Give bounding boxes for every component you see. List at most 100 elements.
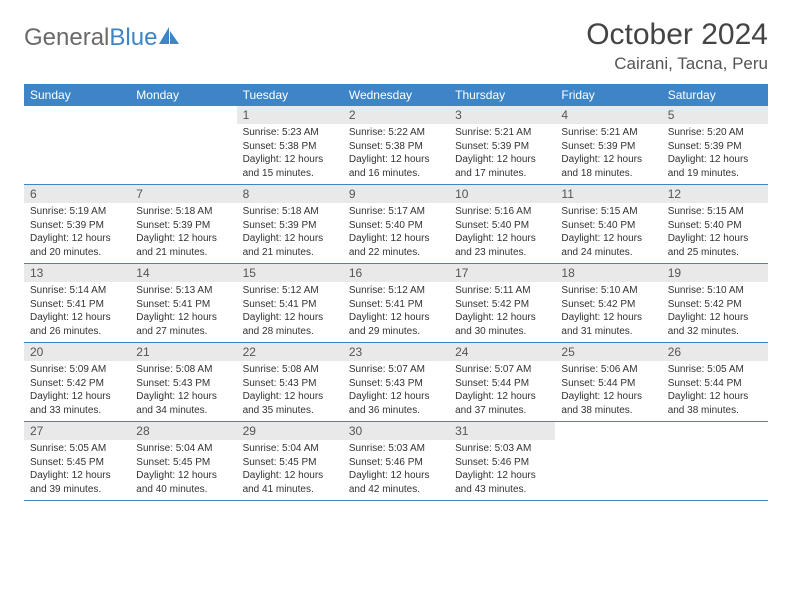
day-details: Sunrise: 5:04 AMSunset: 5:45 PMDaylight:… xyxy=(237,440,343,500)
day-details: Sunrise: 5:13 AMSunset: 5:41 PMDaylight:… xyxy=(130,282,236,342)
calendar-cell: 31Sunrise: 5:03 AMSunset: 5:46 PMDayligh… xyxy=(449,422,555,501)
weekday-header-row: SundayMondayTuesdayWednesdayThursdayFrid… xyxy=(24,84,768,106)
calendar-cell: 26Sunrise: 5:05 AMSunset: 5:44 PMDayligh… xyxy=(662,343,768,422)
calendar-cell: 6Sunrise: 5:19 AMSunset: 5:39 PMDaylight… xyxy=(24,185,130,264)
day-details: Sunrise: 5:03 AMSunset: 5:46 PMDaylight:… xyxy=(449,440,555,500)
day-details: Sunrise: 5:05 AMSunset: 5:45 PMDaylight:… xyxy=(24,440,130,500)
day-details: Sunrise: 5:07 AMSunset: 5:44 PMDaylight:… xyxy=(449,361,555,421)
title-block: October 2024 Cairani, Tacna, Peru xyxy=(586,18,768,74)
day-details: Sunrise: 5:10 AMSunset: 5:42 PMDaylight:… xyxy=(555,282,661,342)
day-details: Sunrise: 5:10 AMSunset: 5:42 PMDaylight:… xyxy=(662,282,768,342)
calendar-week-row: 1Sunrise: 5:23 AMSunset: 5:38 PMDaylight… xyxy=(24,106,768,185)
day-details: Sunrise: 5:23 AMSunset: 5:38 PMDaylight:… xyxy=(237,124,343,184)
calendar-week-row: 13Sunrise: 5:14 AMSunset: 5:41 PMDayligh… xyxy=(24,264,768,343)
day-number: 21 xyxy=(130,343,236,361)
calendar-cell: 4Sunrise: 5:21 AMSunset: 5:39 PMDaylight… xyxy=(555,106,661,185)
calendar-cell xyxy=(24,106,130,185)
day-details: Sunrise: 5:15 AMSunset: 5:40 PMDaylight:… xyxy=(662,203,768,263)
calendar-cell: 25Sunrise: 5:06 AMSunset: 5:44 PMDayligh… xyxy=(555,343,661,422)
calendar-cell: 24Sunrise: 5:07 AMSunset: 5:44 PMDayligh… xyxy=(449,343,555,422)
day-number: 3 xyxy=(449,106,555,124)
day-number: 24 xyxy=(449,343,555,361)
day-number: 29 xyxy=(237,422,343,440)
day-details: Sunrise: 5:16 AMSunset: 5:40 PMDaylight:… xyxy=(449,203,555,263)
day-details: Sunrise: 5:15 AMSunset: 5:40 PMDaylight:… xyxy=(555,203,661,263)
day-number: 11 xyxy=(555,185,661,203)
calendar-page: GeneralBlue October 2024 Cairani, Tacna,… xyxy=(0,0,792,519)
calendar-cell: 14Sunrise: 5:13 AMSunset: 5:41 PMDayligh… xyxy=(130,264,236,343)
day-details: Sunrise: 5:08 AMSunset: 5:43 PMDaylight:… xyxy=(237,361,343,421)
calendar-cell: 1Sunrise: 5:23 AMSunset: 5:38 PMDaylight… xyxy=(237,106,343,185)
month-title: October 2024 xyxy=(586,18,768,52)
day-number: 13 xyxy=(24,264,130,282)
calendar-cell: 15Sunrise: 5:12 AMSunset: 5:41 PMDayligh… xyxy=(237,264,343,343)
day-number: 30 xyxy=(343,422,449,440)
sail-icon xyxy=(159,24,181,52)
day-details: Sunrise: 5:04 AMSunset: 5:45 PMDaylight:… xyxy=(130,440,236,500)
day-details: Sunrise: 5:07 AMSunset: 5:43 PMDaylight:… xyxy=(343,361,449,421)
day-details: Sunrise: 5:06 AMSunset: 5:44 PMDaylight:… xyxy=(555,361,661,421)
calendar-cell: 10Sunrise: 5:16 AMSunset: 5:40 PMDayligh… xyxy=(449,185,555,264)
day-details: Sunrise: 5:05 AMSunset: 5:44 PMDaylight:… xyxy=(662,361,768,421)
day-number: 9 xyxy=(343,185,449,203)
calendar-cell: 27Sunrise: 5:05 AMSunset: 5:45 PMDayligh… xyxy=(24,422,130,501)
calendar-cell xyxy=(130,106,236,185)
day-number: 14 xyxy=(130,264,236,282)
day-number: 5 xyxy=(662,106,768,124)
day-number: 16 xyxy=(343,264,449,282)
calendar-week-row: 6Sunrise: 5:19 AMSunset: 5:39 PMDaylight… xyxy=(24,185,768,264)
calendar-cell: 29Sunrise: 5:04 AMSunset: 5:45 PMDayligh… xyxy=(237,422,343,501)
weekday-header: Sunday xyxy=(24,84,130,106)
calendar-cell: 12Sunrise: 5:15 AMSunset: 5:40 PMDayligh… xyxy=(662,185,768,264)
day-number: 28 xyxy=(130,422,236,440)
calendar-cell: 5Sunrise: 5:20 AMSunset: 5:39 PMDaylight… xyxy=(662,106,768,185)
day-details: Sunrise: 5:17 AMSunset: 5:40 PMDaylight:… xyxy=(343,203,449,263)
calendar-week-row: 27Sunrise: 5:05 AMSunset: 5:45 PMDayligh… xyxy=(24,422,768,501)
day-number: 2 xyxy=(343,106,449,124)
day-number: 31 xyxy=(449,422,555,440)
day-number: 23 xyxy=(343,343,449,361)
day-details: Sunrise: 5:14 AMSunset: 5:41 PMDaylight:… xyxy=(24,282,130,342)
day-number: 18 xyxy=(555,264,661,282)
calendar-cell: 9Sunrise: 5:17 AMSunset: 5:40 PMDaylight… xyxy=(343,185,449,264)
day-number: 26 xyxy=(662,343,768,361)
day-details: Sunrise: 5:11 AMSunset: 5:42 PMDaylight:… xyxy=(449,282,555,342)
day-number: 25 xyxy=(555,343,661,361)
calendar-cell: 21Sunrise: 5:08 AMSunset: 5:43 PMDayligh… xyxy=(130,343,236,422)
calendar-cell: 11Sunrise: 5:15 AMSunset: 5:40 PMDayligh… xyxy=(555,185,661,264)
day-number: 12 xyxy=(662,185,768,203)
day-details: Sunrise: 5:21 AMSunset: 5:39 PMDaylight:… xyxy=(449,124,555,184)
brand-part1: General xyxy=(24,24,109,52)
day-number: 19 xyxy=(662,264,768,282)
weekday-header: Friday xyxy=(555,84,661,106)
calendar-cell: 7Sunrise: 5:18 AMSunset: 5:39 PMDaylight… xyxy=(130,185,236,264)
calendar-cell: 16Sunrise: 5:12 AMSunset: 5:41 PMDayligh… xyxy=(343,264,449,343)
day-details: Sunrise: 5:22 AMSunset: 5:38 PMDaylight:… xyxy=(343,124,449,184)
calendar-cell: 23Sunrise: 5:07 AMSunset: 5:43 PMDayligh… xyxy=(343,343,449,422)
day-details: Sunrise: 5:12 AMSunset: 5:41 PMDaylight:… xyxy=(237,282,343,342)
calendar-cell xyxy=(555,422,661,501)
brand-part2: Blue xyxy=(109,24,157,52)
calendar-table: SundayMondayTuesdayWednesdayThursdayFrid… xyxy=(24,84,768,501)
day-number: 4 xyxy=(555,106,661,124)
page-header: GeneralBlue October 2024 Cairani, Tacna,… xyxy=(24,18,768,74)
weekday-header: Thursday xyxy=(449,84,555,106)
calendar-cell: 3Sunrise: 5:21 AMSunset: 5:39 PMDaylight… xyxy=(449,106,555,185)
day-number: 17 xyxy=(449,264,555,282)
calendar-cell: 22Sunrise: 5:08 AMSunset: 5:43 PMDayligh… xyxy=(237,343,343,422)
calendar-cell: 2Sunrise: 5:22 AMSunset: 5:38 PMDaylight… xyxy=(343,106,449,185)
day-number: 7 xyxy=(130,185,236,203)
weekday-header: Saturday xyxy=(662,84,768,106)
calendar-cell: 18Sunrise: 5:10 AMSunset: 5:42 PMDayligh… xyxy=(555,264,661,343)
location: Cairani, Tacna, Peru xyxy=(586,54,768,74)
day-number: 6 xyxy=(24,185,130,203)
calendar-cell: 19Sunrise: 5:10 AMSunset: 5:42 PMDayligh… xyxy=(662,264,768,343)
day-number: 15 xyxy=(237,264,343,282)
calendar-cell: 20Sunrise: 5:09 AMSunset: 5:42 PMDayligh… xyxy=(24,343,130,422)
weekday-header: Tuesday xyxy=(237,84,343,106)
day-details: Sunrise: 5:18 AMSunset: 5:39 PMDaylight:… xyxy=(130,203,236,263)
calendar-cell: 8Sunrise: 5:18 AMSunset: 5:39 PMDaylight… xyxy=(237,185,343,264)
calendar-week-row: 20Sunrise: 5:09 AMSunset: 5:42 PMDayligh… xyxy=(24,343,768,422)
day-details: Sunrise: 5:03 AMSunset: 5:46 PMDaylight:… xyxy=(343,440,449,500)
calendar-body: 1Sunrise: 5:23 AMSunset: 5:38 PMDaylight… xyxy=(24,106,768,501)
